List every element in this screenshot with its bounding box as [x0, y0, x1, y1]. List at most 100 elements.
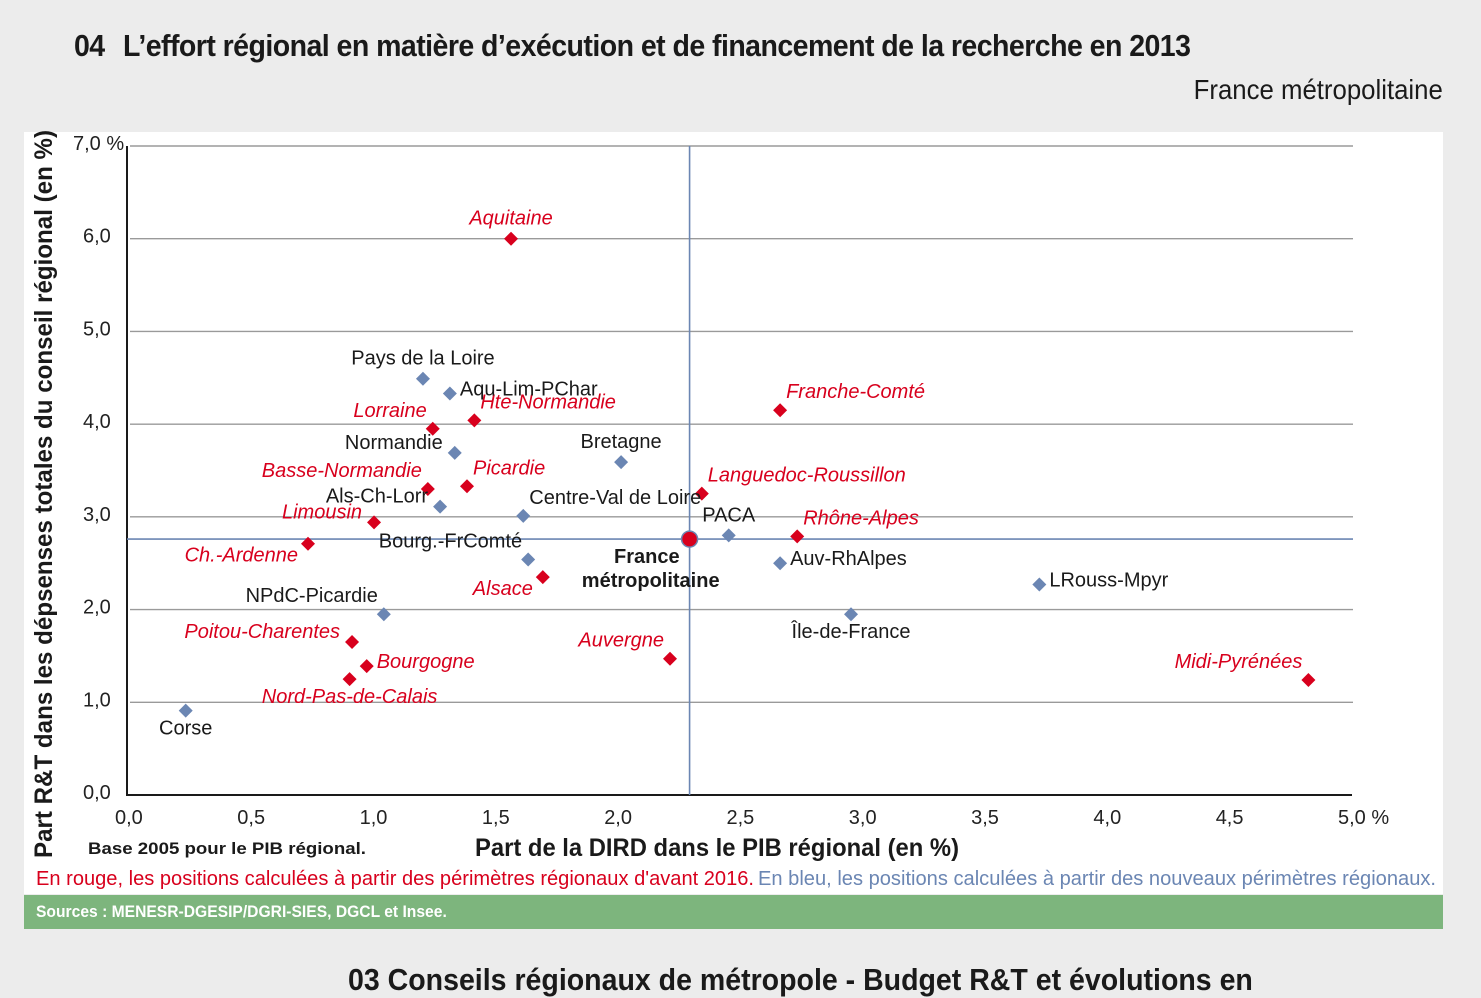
x-tick-label: 2,5 [727, 807, 755, 829]
y-axis-title: Part R&T dans les dépsenses totales du c… [30, 130, 58, 858]
reference-lines [127, 146, 1353, 795]
y-tick-label: 5,0 [83, 318, 111, 340]
figure-title-text: L’effort régional en matière d’exécution… [123, 28, 1191, 63]
point-label: Centre-Val de Loire [529, 487, 701, 509]
point-new-region [433, 499, 448, 514]
point-label: Normandie [345, 432, 443, 454]
figure-subtitle: France métropolitaine [1193, 74, 1443, 105]
point-label: Lorraine [353, 400, 426, 422]
point-label: Pays de la Loire [351, 348, 494, 370]
x-tick-label: 2,0 [604, 807, 632, 829]
reference-label-line1: France [614, 546, 680, 568]
point-label: Bretagne [581, 431, 662, 453]
point-new-region [614, 455, 629, 470]
y-tick-labels: 0,0 1,0 2,0 3,0 4,0 5,0 6,0 7,0 % [73, 133, 124, 804]
point-new-region [415, 371, 430, 386]
point-old-region [694, 486, 709, 501]
x-tick-label: 4,5 [1216, 807, 1244, 829]
point-old-region [1301, 673, 1316, 688]
next-figure-title: 03 Conseils régionaux de métropole - Bud… [348, 962, 1253, 997]
point-new-region [447, 445, 462, 460]
point-old-region [345, 635, 360, 650]
sources-text: Sources : MENESR-DGESIP/DGRI-SIES, DGCL … [36, 902, 447, 921]
point-france-metropolitaine [680, 530, 699, 548]
sources-bar: Sources : MENESR-DGESIP/DGRI-SIES, DGCL … [24, 895, 1443, 929]
point-new-region [516, 508, 531, 523]
point-old-region [790, 529, 805, 544]
base-note: Base 2005 pour le PIB régional. [88, 839, 366, 858]
point-label: Aquitaine [468, 208, 552, 230]
point-label: Aqu-Lim-PChar [460, 379, 598, 401]
point-old-region [301, 536, 316, 551]
point-label: Midi-Pyrénées [1175, 651, 1303, 673]
point-new-region [773, 556, 788, 571]
x-tick-label: 0,5 [237, 807, 265, 829]
point-old-region [663, 651, 678, 666]
point-new-region [178, 703, 193, 718]
point-label: Corse [159, 718, 212, 740]
y-tick-label: 7,0 % [73, 133, 124, 155]
point-label: Ch.-Ardenne [185, 545, 298, 567]
point-old-region [467, 413, 482, 428]
point-label: Auv-RhAlpes [790, 548, 907, 570]
point-new-region [521, 552, 536, 567]
point-label: Languedoc-Roussillon [708, 465, 906, 487]
legend-red-note: En rouge, les positions calculées à part… [36, 868, 754, 890]
axes [126, 146, 1352, 796]
point-label: Nord-Pas-de-Calais [262, 686, 438, 708]
y-tick-label: 6,0 [83, 226, 111, 248]
point-new-region [442, 386, 457, 401]
x-tick-label: 3,0 [849, 807, 877, 829]
x-tick-label: 0,0 [115, 807, 143, 829]
point-new-region [376, 607, 391, 622]
point-old-region [420, 482, 435, 497]
point-label: Hte-Normandie [480, 391, 616, 413]
point-old-region [359, 659, 374, 674]
figure-title: 04 L’effort régional en matière d’exécuti… [74, 28, 1191, 64]
data-labels: Aquitaine Franche-Comté Hte-Normandie Lorra… [159, 208, 1302, 740]
point-label: Poitou-Charentes [184, 621, 340, 643]
x-tick-label: 1,0 [360, 807, 388, 829]
y-tick-label: 3,0 [83, 504, 111, 526]
point-label: Franche-Comté [786, 381, 925, 403]
x-tick-labels: 0,0 0,5 1,0 1,5 2,0 2,5 3,0 3,5 4,0 4,5 5,0 % [115, 807, 1389, 829]
point-label: LRouss-Mpyr [1049, 570, 1168, 592]
point-label: Alsace [472, 578, 533, 600]
legend-blue-note: En bleu, les positions calculées à parti… [758, 868, 1436, 890]
gridlines [130, 145, 1353, 703]
y-tick-label: 0,0 [83, 782, 111, 804]
point-label: Rhône-Alpes [803, 507, 919, 529]
y-tick-label: 1,0 [83, 689, 111, 711]
chart-panel [24, 132, 1443, 894]
point-label: PACA [702, 504, 756, 526]
point-old-region [535, 570, 550, 585]
point-new-region [1032, 577, 1047, 592]
x-axis-title: Part de la DIRD dans le PIB régional (en… [475, 834, 959, 862]
point-label: Als-Ch-Lorr [326, 486, 429, 508]
point-old-region [367, 515, 382, 530]
x-tick-label: 3,5 [971, 807, 999, 829]
point-label: Auvergne [577, 630, 664, 652]
point-new-region [844, 607, 859, 622]
point-old-region [459, 479, 474, 494]
point-label: Bourg.-FrComté [379, 531, 522, 553]
data-points [178, 231, 1316, 718]
x-tick-label: 5,0 % [1338, 807, 1389, 829]
figure-number: 04 [74, 28, 105, 63]
point-old-region [342, 672, 357, 687]
point-new-region [721, 528, 736, 543]
point-old-region [773, 403, 788, 418]
point-old-region [425, 421, 440, 436]
point-label: Limousin [282, 501, 362, 523]
y-tick-label: 4,0 [83, 411, 111, 433]
x-tick-label: 4,0 [1093, 807, 1121, 829]
point-label: Basse-Normandie [262, 460, 422, 482]
y-tick-label: 2,0 [83, 597, 111, 619]
point-label: NPdC-Picardie [246, 585, 378, 607]
point-label: Île-de-France [791, 620, 911, 643]
reference-label-line2: métropolitaine [582, 570, 720, 592]
x-tick-label: 1,5 [482, 807, 510, 829]
point-old-region [504, 231, 519, 246]
point-label: Picardie [473, 457, 545, 479]
